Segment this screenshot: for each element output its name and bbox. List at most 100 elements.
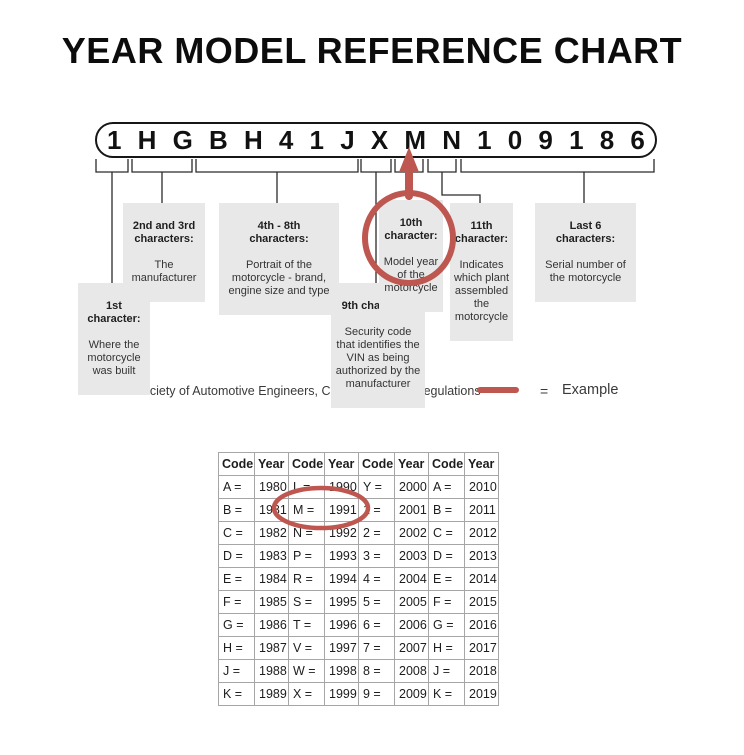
year-cell: 1991: [324, 498, 359, 522]
code-cell: X =: [288, 682, 325, 706]
table-row: A = 1980 L = 1990 Y = 2000 A = 2010: [218, 475, 499, 499]
year-cell: 1985: [254, 590, 289, 614]
code-cell: 5 =: [358, 590, 395, 614]
code-cell: C =: [428, 521, 465, 545]
year-cell: 2003: [394, 544, 429, 568]
callout-body: The manufacturer: [131, 259, 197, 284]
table-header-cell: Year: [254, 452, 289, 476]
connector-line: [441, 172, 481, 203]
year-cell: 1982: [254, 521, 289, 545]
table-row: F = 1985 S = 1995 5 = 2005 F = 2015: [218, 590, 499, 614]
code-cell: J =: [218, 659, 255, 683]
year-cell: 1981: [254, 498, 289, 522]
vin-char: M: [404, 125, 427, 155]
vin-char: H: [243, 125, 263, 155]
char-group-bracket: [394, 159, 424, 173]
year-cell: 1996: [324, 613, 359, 637]
callout-body: Indicates which plant assembled the moto…: [453, 259, 510, 323]
callout-heading: 10th character:: [384, 217, 438, 242]
year-cell: 2015: [464, 590, 499, 614]
year-cell: 2009: [394, 682, 429, 706]
table-header-cell: Code: [218, 452, 255, 476]
year-cell: 2017: [464, 636, 499, 660]
callout-body: Portrait of the motorcycle - brand, engi…: [228, 259, 330, 297]
year-cell: 1988: [254, 659, 289, 683]
year-cell: 1993: [324, 544, 359, 568]
year-cell: 2006: [394, 613, 429, 637]
vin-char: H: [137, 125, 157, 155]
vin-char: 1: [569, 125, 584, 155]
year-cell: 1992: [324, 521, 359, 545]
code-cell: G =: [428, 613, 465, 637]
callout-body: Where the motorcycle was built: [87, 339, 141, 377]
code-cell: N =: [288, 521, 325, 545]
code-cell: G =: [218, 613, 255, 637]
page-title: YEAR MODEL REFERENCE CHART: [61, 30, 683, 71]
table-header-row: Code Year Code Year Code Year Code Year: [218, 452, 499, 476]
code-cell: 3 =: [358, 544, 395, 568]
year-cell: 2018: [464, 659, 499, 683]
year-cell: 2014: [464, 567, 499, 591]
year-code-table: Code Year Code Year Code Year Code Year A = 1980 L…: [218, 452, 499, 706]
year-cell: 1995: [324, 590, 359, 614]
table-header-cell: Code: [288, 452, 325, 476]
code-cell: J =: [428, 659, 465, 683]
year-cell: 1998: [324, 659, 359, 683]
char-group-bracket: [360, 159, 392, 173]
year-cell: 1984: [254, 567, 289, 591]
year-cell: 1999: [324, 682, 359, 706]
code-cell: 2 =: [358, 521, 395, 545]
code-cell: A =: [428, 475, 465, 499]
year-cell: 1997: [324, 636, 359, 660]
table-row: B = 1981 M = 1991 1 = 2001 B = 2011: [218, 498, 499, 522]
year-cell: 1980: [254, 475, 289, 499]
code-cell: F =: [218, 590, 255, 614]
char-group-bracket: [95, 159, 129, 173]
char-group-bracket: [195, 159, 359, 173]
year-cell: 2013: [464, 544, 499, 568]
table-row: H = 1987 V = 1997 7 = 2007 H = 2017: [218, 636, 499, 660]
table-header-cell: Year: [464, 452, 499, 476]
char-group-bracket: [460, 159, 655, 173]
year-cell: 1983: [254, 544, 289, 568]
code-cell: S =: [288, 590, 325, 614]
vin-char: 1: [477, 125, 492, 155]
example-line-icon: [477, 387, 519, 393]
vin-char: J: [340, 125, 355, 155]
table-row: K = 1989 X = 1999 9 = 2009 K = 2019: [218, 682, 499, 706]
callout-2nd-3rd-characters: 2nd and 3rd characters: The manufacturer: [123, 203, 205, 302]
year-cell: 2004: [394, 567, 429, 591]
code-cell: 9 =: [358, 682, 395, 706]
legend-label: Example: [562, 382, 619, 398]
vin-char: 1: [107, 125, 122, 155]
table-row: E = 1984 R = 1994 4 = 2004 E = 2014: [218, 567, 499, 591]
code-cell: C =: [218, 521, 255, 545]
year-cell: 1989: [254, 682, 289, 706]
year-cell: 1987: [254, 636, 289, 660]
legend-equals: =: [540, 383, 549, 399]
year-cell: 2011: [464, 498, 499, 522]
callout-heading: Last 6 characters:: [555, 220, 616, 245]
code-cell: 8 =: [358, 659, 395, 683]
year-cell: 1990: [324, 475, 359, 499]
year-cell: 2000: [394, 475, 429, 499]
year-cell: 2002: [394, 521, 429, 545]
year-cell: 2019: [464, 682, 499, 706]
table-header-cell: Code: [428, 452, 465, 476]
code-cell: P =: [288, 544, 325, 568]
code-cell: K =: [218, 682, 255, 706]
year-cell: 2012: [464, 521, 499, 545]
code-cell: E =: [218, 567, 255, 591]
callout-4th-8th-characters: 4th - 8th characters: Portrait of the mo…: [219, 203, 339, 315]
callout-last-6-characters: Last 6 characters: Serial number of the …: [535, 203, 636, 302]
vin-char: 4: [278, 125, 294, 155]
code-cell: E =: [428, 567, 465, 591]
vin-char: N: [442, 125, 461, 155]
code-cell: W =: [288, 659, 325, 683]
char-group-bracket: [131, 159, 193, 173]
vin-char: G: [172, 125, 193, 155]
callout-11th-character: 11th character: Indicates which plant as…: [450, 203, 513, 341]
vin-char: 0: [507, 125, 523, 155]
